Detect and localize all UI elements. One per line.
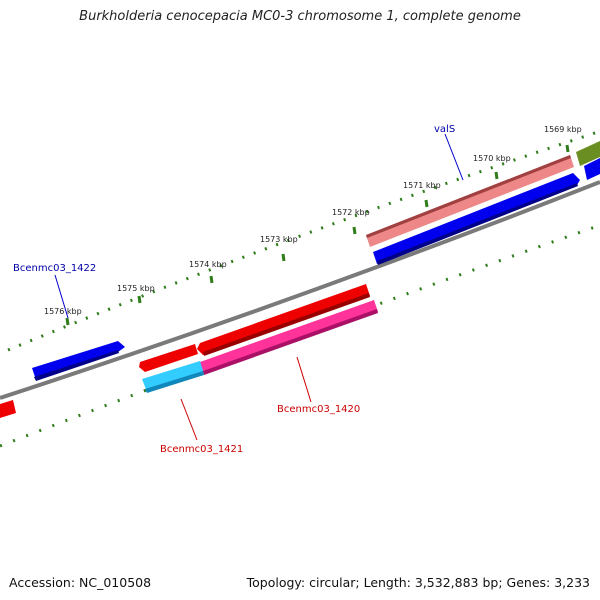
major-ticks (65, 144, 570, 326)
tick-label-1571: 1571 kbp (403, 181, 441, 190)
tick-labels: 1569 kbp 1570 kbp 1571 kbp 1572 kbp 1573… (44, 125, 582, 316)
tick-label-1576: 1576 kbp (44, 307, 82, 316)
feature-red-left (0, 400, 16, 418)
gene-label-bcenmc03-1422: Bcenmc03_1422 (13, 263, 96, 274)
gene-label-bcenmc03-1421: Bcenmc03_1421 (160, 444, 243, 455)
chromosome-backbone (0, 180, 600, 400)
feature-red-small (139, 344, 198, 372)
tick-label-1574: 1574 kbp (189, 260, 227, 269)
label-leaders (54, 133, 464, 441)
outer-tick-track (7, 130, 599, 352)
gene-features (0, 141, 600, 418)
tick-label-1572: 1572 kbp (332, 208, 370, 217)
feature-pseudo (366, 155, 574, 247)
feature-bcenmc03-1421 (142, 361, 204, 392)
feature-valS (373, 173, 580, 264)
tick-label-1569: 1569 kbp (544, 125, 582, 134)
map-title: Burkholderia cenocepacia MC0-3 chromosom… (79, 9, 521, 24)
accession-text: Accession: NC_010508 (9, 575, 152, 590)
feature-olive (576, 141, 600, 166)
gene-label-valS: valS (434, 124, 455, 135)
tick-label-1573: 1573 kbp (260, 235, 298, 244)
feature-bcenmc03-1420 (200, 300, 378, 374)
genome-info-text: Topology: circular; Length: 3,532,883 bp… (246, 575, 590, 590)
gene-labels: valS Bcenmc03_1422 Bcenmc03_1420 Bcenmc0… (13, 124, 455, 455)
tick-label-1575: 1575 kbp (117, 284, 155, 293)
feature-red-long (197, 284, 370, 355)
inner-tick-track (0, 224, 599, 448)
gene-label-bcenmc03-1420: Bcenmc03_1420 (277, 404, 360, 415)
tick-label-1570: 1570 kbp (473, 154, 511, 163)
feature-blue-right (584, 158, 600, 180)
